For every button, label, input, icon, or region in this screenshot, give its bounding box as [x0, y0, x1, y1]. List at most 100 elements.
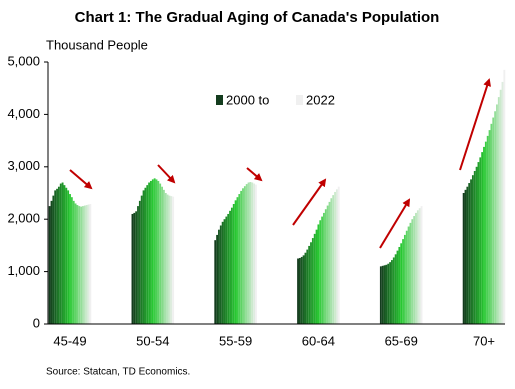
bar: [52, 195, 55, 324]
bar: [385, 264, 388, 324]
y-tick-label: 4,000: [7, 106, 40, 121]
bar: [415, 212, 417, 324]
bar: [490, 123, 493, 324]
x-tick-label: 45-49: [53, 333, 86, 348]
legend-swatch: [216, 95, 223, 105]
x-tick-label: 70+: [473, 333, 495, 348]
y-axis-label: Thousand People: [46, 37, 148, 52]
x-tick-label: 50-54: [136, 333, 169, 348]
bar: [337, 186, 340, 324]
bar: [140, 195, 143, 324]
bar: [387, 263, 390, 324]
bar: [172, 196, 175, 324]
bar: [464, 189, 467, 324]
bar: [501, 81, 504, 324]
bar: [481, 152, 484, 324]
bar: [304, 252, 307, 324]
bar: [230, 207, 233, 324]
bar: [216, 234, 219, 324]
bar: [214, 240, 217, 324]
bar: [78, 206, 81, 324]
bar: [76, 205, 79, 324]
bar: [238, 194, 241, 324]
bar: [319, 220, 322, 324]
bar: [475, 166, 478, 324]
arrow: [157, 164, 176, 184]
bar: [164, 193, 167, 324]
bar: [240, 190, 243, 324]
y-tick-label: 1,000: [7, 263, 40, 278]
bar: [159, 183, 162, 324]
bar: [74, 203, 77, 324]
bar: [223, 219, 226, 324]
y-tick-label: 2,000: [7, 211, 40, 226]
bar: [402, 239, 404, 324]
bar: [335, 189, 338, 324]
bar: [61, 182, 64, 324]
bar: [157, 180, 160, 324]
bar: [332, 195, 335, 324]
bar: [462, 193, 465, 324]
bar: [57, 186, 60, 324]
y-tick-label: 0: [33, 315, 40, 330]
bar: [67, 190, 70, 324]
bar: [59, 183, 62, 324]
bar: [323, 212, 325, 324]
bar: [229, 210, 231, 324]
bar: [234, 200, 237, 324]
bar: [142, 190, 145, 324]
arrow: [69, 169, 93, 190]
bar: [148, 182, 151, 324]
bar: [153, 178, 156, 324]
bar: [133, 212, 136, 324]
bar: [400, 243, 403, 324]
bar: [85, 205, 88, 324]
legend-label: 2000 to: [226, 92, 269, 107]
bar: [297, 258, 299, 324]
bar: [328, 201, 331, 324]
bar: [326, 205, 329, 324]
bar: [484, 141, 487, 324]
y-tick-label: 5,000: [7, 53, 40, 68]
bar: [477, 162, 480, 324]
bar: [166, 194, 169, 324]
bar: [70, 197, 73, 324]
bar: [218, 229, 220, 324]
legend-label: 2022: [306, 92, 335, 107]
x-tick-label: 55-59: [219, 333, 252, 348]
bar: [232, 204, 235, 324]
bar: [389, 262, 392, 324]
y-tick-label: 3,000: [7, 158, 40, 173]
bar: [315, 229, 318, 324]
bar: [381, 265, 384, 324]
bar: [300, 256, 303, 324]
bar: [405, 230, 408, 324]
bars: [48, 69, 506, 324]
bar: [63, 185, 66, 324]
chart-title: Chart 1: The Gradual Aging of Canada's P…: [75, 9, 440, 26]
bar: [396, 250, 399, 324]
bar: [236, 197, 239, 324]
bar: [497, 97, 500, 324]
bar: [310, 242, 312, 324]
bar: [242, 188, 244, 324]
bar: [168, 195, 171, 324]
bar: [416, 210, 419, 324]
bar: [313, 233, 316, 324]
bar: [486, 135, 489, 324]
bar: [243, 186, 246, 324]
bar: [383, 265, 386, 324]
legend-swatch: [296, 95, 303, 105]
bar: [503, 69, 506, 324]
bar: [137, 206, 139, 324]
bar: [131, 213, 134, 324]
bar: [398, 246, 401, 324]
arrow: [246, 167, 263, 182]
bar: [245, 184, 248, 324]
bar: [470, 179, 472, 324]
bar: [138, 200, 141, 324]
bar: [221, 221, 224, 324]
bar: [146, 185, 149, 324]
bar: [170, 196, 173, 324]
